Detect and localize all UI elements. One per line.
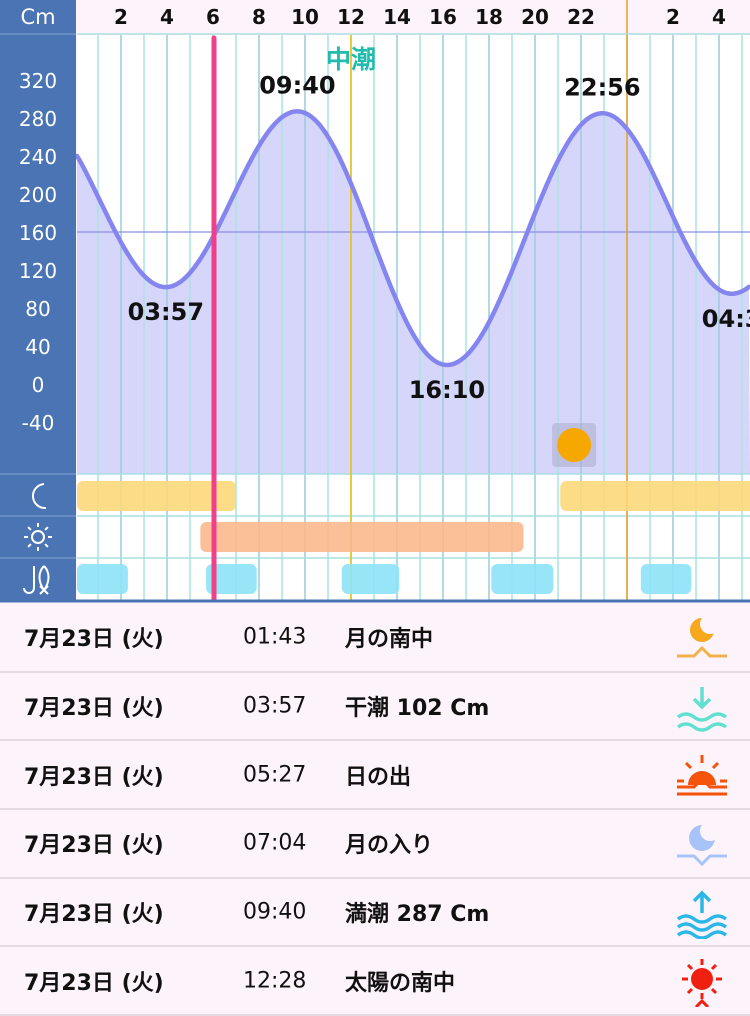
x-tick-label: 4 xyxy=(712,5,726,29)
high-tide-label: 09:40 xyxy=(259,71,335,99)
y-tick-label: 0 xyxy=(32,373,45,397)
y-tick-label: 200 xyxy=(19,183,57,207)
sun-ray xyxy=(27,526,32,531)
event-label: 満潮 287 Cm xyxy=(345,902,490,928)
y-tick-label: 40 xyxy=(25,335,50,359)
high-tide-icon xyxy=(676,890,728,939)
low-tide-label: 03:57 xyxy=(128,298,204,326)
event-date: 7月23日 (火) xyxy=(24,970,164,996)
event-label: 月の南中 xyxy=(345,627,434,653)
x-tick-label: 20 xyxy=(521,5,549,29)
fishing-time-bar xyxy=(491,564,554,594)
moon-visible-bar xyxy=(77,481,236,511)
event-row[interactable]: 7月23日 (火) 12:28 太陽の南中 xyxy=(0,947,750,1016)
high-tide-label: 22:56 xyxy=(564,73,640,101)
x-tick-label: 12 xyxy=(337,5,365,29)
event-time: 12:28 xyxy=(243,968,307,994)
x-tick-label: 10 xyxy=(291,5,319,29)
event-label: 干潮 102 Cm xyxy=(345,696,490,722)
x-tick-label: 2 xyxy=(666,5,680,29)
y-tick-label: 280 xyxy=(19,107,57,131)
event-list: 7月23日 (火) 01:43 月の南中 7月23日 (火) 03:57 干潮 102 C… xyxy=(0,604,750,1016)
y-tick-label: 320 xyxy=(19,69,57,93)
low-tide-label: 04:3 xyxy=(702,305,750,333)
event-row[interactable]: 7月23日 (火) 03:57 干潮 102 Cm xyxy=(0,672,750,742)
event-time: 05:27 xyxy=(243,762,307,788)
event-date: 7月23日 (火) xyxy=(24,696,164,722)
event-date: 7月23日 (火) xyxy=(24,764,164,790)
moonset-icon xyxy=(677,821,727,867)
fishing-time-bar xyxy=(77,564,128,594)
event-row[interactable]: 7月23日 (火) 05:27 日の出 xyxy=(0,741,750,811)
tide-curve xyxy=(74,109,750,368)
sun-transit-icon xyxy=(682,959,722,1008)
moon-transit-icon xyxy=(677,614,727,658)
event-label: 太陽の南中 xyxy=(345,970,456,996)
y-tick-label: -40 xyxy=(22,411,55,435)
sun-ray xyxy=(27,543,32,548)
event-label: 日の出 xyxy=(345,764,412,790)
tide-name: 中潮 xyxy=(326,45,376,74)
fishing-time-bar xyxy=(640,564,692,594)
fishing-icon xyxy=(23,565,50,595)
y-tick-label: 160 xyxy=(19,221,57,245)
event-label: 月の入り xyxy=(345,833,434,859)
sun-icon-core xyxy=(31,530,45,544)
x-tick-label: 4 xyxy=(160,5,174,29)
low-tide-label: 16:10 xyxy=(409,376,485,404)
hour-header xyxy=(0,0,750,34)
moon-icon-shape xyxy=(32,483,47,510)
y-axis-panel xyxy=(0,0,76,600)
tide-chart[interactable]: 03:57 09:40 16:10 22:56 04:3 中潮 2 4 6 8 10 12 14 16 18… xyxy=(0,0,750,604)
sun-visible-bar xyxy=(200,522,524,552)
x-tick-label: 6 xyxy=(206,5,220,29)
fishing-icon-shape xyxy=(23,565,50,595)
x-tick-label: 18 xyxy=(475,5,503,29)
fishing-time-bar xyxy=(206,564,257,594)
event-time: 09:40 xyxy=(243,899,307,925)
event-row[interactable]: 7月23日 (火) 01:43 月の南中 xyxy=(0,604,750,673)
event-time: 03:57 xyxy=(243,693,307,719)
event-time: 01:43 xyxy=(243,624,307,650)
x-tick-label: 16 xyxy=(429,5,457,29)
sun-ray xyxy=(44,543,49,548)
event-row[interactable]: 7月23日 (火) 07:04 月の入り xyxy=(0,810,750,879)
moon-phase-icon xyxy=(557,428,592,462)
event-date: 7月23日 (火) xyxy=(24,833,164,859)
sun-ray xyxy=(44,526,49,531)
y-axis-unit: Cm xyxy=(20,5,55,29)
event-date: 7月23日 (火) xyxy=(24,627,164,653)
x-tick-label: 2 xyxy=(114,5,128,29)
event-time: 07:04 xyxy=(243,830,307,856)
fishing-time-bar xyxy=(341,564,400,594)
sunrise-icon xyxy=(677,755,727,796)
y-tick-label: 120 xyxy=(19,259,57,283)
x-tick-label: 14 xyxy=(383,5,411,29)
low-tide-icon xyxy=(676,686,728,732)
event-row[interactable]: 7月23日 (火) 09:40 満潮 287 Cm xyxy=(0,878,750,948)
sun-icon xyxy=(24,523,52,551)
x-tick-label: 22 xyxy=(567,5,595,29)
y-tick-label: 80 xyxy=(25,297,50,321)
y-tick-label: 240 xyxy=(19,145,57,169)
x-tick-label: 8 xyxy=(252,5,266,29)
moon-icon xyxy=(32,483,47,510)
event-date: 7月23日 (火) xyxy=(24,902,164,928)
moon-visible-bar xyxy=(560,481,750,511)
